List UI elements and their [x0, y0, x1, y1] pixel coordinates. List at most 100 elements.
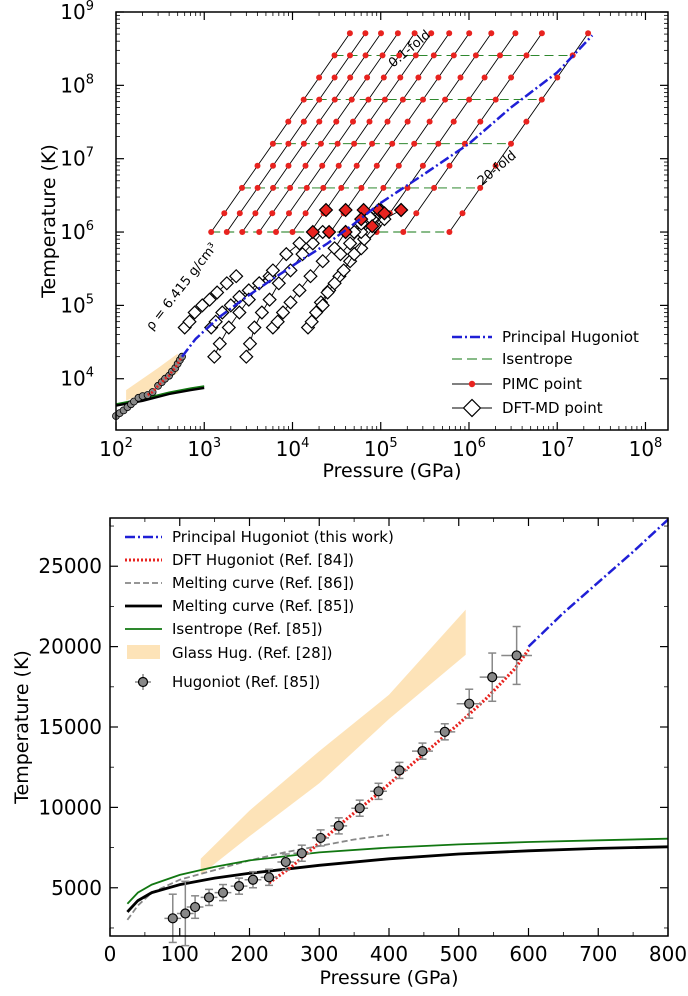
- bottom-y-tick-label: 5000: [51, 876, 102, 900]
- top-x-tick-label: 104: [276, 436, 310, 461]
- pimc-point: [369, 140, 376, 147]
- pimc-point: [351, 140, 358, 147]
- pimc-point: [394, 30, 401, 37]
- pimc-point: [286, 210, 292, 217]
- pimc-point: [358, 184, 365, 191]
- pimc-point: [319, 162, 326, 169]
- pimc-point: [477, 184, 484, 191]
- hugoniot-85-point: [373, 786, 384, 797]
- top-chart: 102 103 104 105 106 107 108104105106107108109 …: [38, 0, 669, 482]
- bottom-chart: 0 100 200 300 400 500 600 700 800 5000 10000 15000 2…: [11, 517, 687, 989]
- bottom-y-tick-label: 20000: [38, 635, 102, 659]
- dft-point: [270, 314, 285, 329]
- dft-point: [202, 292, 217, 307]
- pimc-point: [508, 74, 515, 81]
- pimc-point: [317, 140, 324, 147]
- dft-point: [187, 305, 202, 320]
- bottom-x-tick-label: 500: [440, 942, 478, 966]
- dft-point: [346, 246, 362, 262]
- hugoniot-85-point: [167, 913, 178, 924]
- bottom-x-tick-label: 0: [104, 942, 117, 966]
- pimc-point: [396, 52, 403, 59]
- dft-point: [241, 292, 257, 307]
- pimc-point: [335, 162, 342, 169]
- pimc-point: [457, 74, 464, 81]
- bottom-y-tick-label: 15000: [38, 715, 102, 739]
- dft-point: [221, 320, 237, 335]
- dft-point: [242, 336, 258, 351]
- bottom-x-tick-label: 600: [509, 942, 547, 966]
- pimc-isochore-line: [241, 33, 382, 233]
- pimc-isochore-line: [210, 33, 351, 233]
- hugoniot-85-point: [333, 820, 344, 831]
- legend-label-isentrope: Isentrope: [502, 350, 573, 368]
- hugoniot-85-point: [417, 746, 428, 757]
- pimc-point: [348, 96, 355, 103]
- dft-point: [315, 253, 330, 269]
- pimc-point: [554, 74, 561, 81]
- pimc-point: [446, 162, 453, 169]
- hugoniot-85-point: [511, 650, 522, 661]
- top-dft-hugoniot-line: [146, 356, 184, 397]
- dft-point: [292, 283, 307, 298]
- pimc-point: [333, 118, 340, 125]
- dft-point: [219, 276, 235, 291]
- dft-point: [283, 295, 298, 310]
- pimc-point: [404, 118, 411, 125]
- bottom-y-axis-label: Temperature (K): [11, 650, 33, 805]
- melting-curve-85-line: [126, 845, 669, 913]
- dft-pimc-overlap-point: [318, 202, 334, 218]
- bottom-x-tick-label: 800: [649, 942, 687, 966]
- legend-label-dft-hugoniot: DFT Hugoniot (Ref. [84]): [172, 551, 354, 569]
- pimc-point: [411, 30, 418, 37]
- pimc-point: [497, 52, 503, 59]
- pimc-point: [362, 30, 369, 37]
- pimc-point: [466, 30, 473, 37]
- pimc-point: [285, 140, 292, 147]
- pimc-point: [334, 140, 341, 147]
- pimc-point: [273, 229, 279, 235]
- top-x-tick-label: 105: [364, 436, 398, 461]
- dft-point: [254, 305, 270, 320]
- pimc-point: [538, 96, 545, 103]
- dft-point: [327, 276, 342, 291]
- dft-point: [320, 285, 335, 300]
- pimc-point: [395, 162, 402, 169]
- hugoniot-85-point: [233, 881, 245, 892]
- bottom-series: [126, 518, 669, 947]
- pimc-point: [239, 184, 245, 191]
- pimc-point: [446, 229, 453, 235]
- pimc-point: [347, 74, 354, 81]
- pimc-point: [446, 30, 453, 37]
- pimc-point: [426, 118, 433, 125]
- pimc-isochore-line: [352, 33, 492, 233]
- melting-curve-86-line: [126, 833, 390, 921]
- pimc-isochore-line: [449, 33, 589, 233]
- pimc-point: [331, 52, 338, 59]
- pimc-point: [373, 162, 380, 169]
- hugoniot-85-point: [439, 726, 450, 737]
- legend-label-principal-hugoniot: Principal Hugoniot: [502, 328, 639, 346]
- top-x-tick-label: 106: [452, 436, 486, 461]
- top-x-tick-label: 108: [629, 436, 663, 461]
- pimc-point: [400, 229, 407, 235]
- legend-label-principal-hugoniot-this-work: Principal Hugoniot (this work): [172, 528, 394, 546]
- legend-label-glass-hug: Glass Hug. (Ref. [28]): [172, 644, 332, 662]
- pimc-point: [428, 30, 435, 37]
- pimc-point: [320, 184, 327, 191]
- pimc-point: [254, 162, 261, 169]
- pimc-point: [350, 118, 356, 125]
- dft-point: [304, 314, 319, 329]
- pimc-point: [538, 30, 545, 37]
- dft-point: [265, 263, 281, 278]
- pimc-point: [430, 52, 437, 59]
- pimc-point: [378, 30, 384, 37]
- pimc-point: [269, 210, 276, 217]
- pimc-point: [208, 229, 215, 235]
- dft-point: [279, 246, 294, 262]
- pimc-isochore-line: [330, 33, 470, 233]
- dft-point: [305, 236, 321, 251]
- pimc-point: [362, 52, 369, 59]
- pimc-point: [300, 96, 307, 103]
